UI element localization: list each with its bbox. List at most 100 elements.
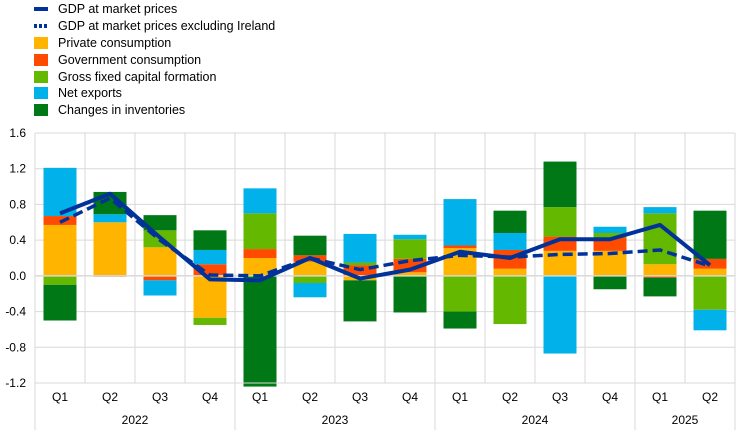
- y-tick-label: -1.2: [5, 376, 26, 390]
- y-tick-label: 1.2: [9, 162, 26, 176]
- legend-label: Changes in inventories: [58, 103, 186, 118]
- x-tick-label: Q4: [402, 390, 418, 404]
- legend-swatch: [34, 70, 48, 83]
- bar-segment: [93, 214, 127, 223]
- bar-segment: [393, 239, 427, 259]
- bar-segment: [293, 283, 327, 298]
- bar-segment: [243, 249, 277, 258]
- bar-segment: [693, 268, 727, 276]
- bar-segment: [593, 226, 627, 233]
- x-tick-label: Q1: [452, 390, 468, 404]
- legend-swatch: [34, 7, 48, 12]
- bar-segment: [393, 275, 427, 313]
- bar-segment: [693, 275, 727, 310]
- bar-segment: [443, 199, 477, 246]
- gdp-line: [59, 191, 712, 283]
- bar-segment: [193, 264, 227, 276]
- bar-segment: [243, 213, 277, 250]
- bar-segment: [193, 275, 227, 318]
- gdp-excl-ireland-line: [59, 196, 711, 278]
- bar-segment: [143, 215, 177, 231]
- legend-item: GDP at market prices excluding Ireland: [34, 18, 275, 35]
- year-label: 2024: [522, 413, 549, 427]
- x-tick-label: Q4: [202, 390, 218, 404]
- y-tick-label: 0.0: [9, 269, 26, 283]
- bar-segment: [43, 275, 77, 285]
- bar-segment: [643, 277, 677, 297]
- bar-segment: [543, 275, 577, 354]
- legend-swatch: [34, 87, 48, 100]
- bar-segment: [493, 233, 527, 250]
- y-tick-label: 0.8: [9, 197, 26, 211]
- legend-swatch: [34, 104, 48, 117]
- bar-segment: [443, 245, 477, 249]
- x-tick-label: Q3: [152, 390, 168, 404]
- x-tick-label: Q2: [702, 390, 718, 404]
- legend-label: Gross fixed capital formation: [58, 69, 217, 84]
- bar-segment: [143, 247, 177, 276]
- bar-segment: [593, 275, 627, 290]
- y-tick-label: 1.6: [9, 126, 26, 140]
- bar-segment: [343, 233, 377, 263]
- year-label: 2022: [122, 413, 149, 427]
- bar-segment: [243, 188, 277, 214]
- legend-swatch: [34, 24, 48, 29]
- legend-item: Gross fixed capital formation: [34, 68, 275, 85]
- x-tick-label: Q1: [652, 390, 668, 404]
- bar-segment: [693, 309, 727, 331]
- bar-segment: [693, 210, 727, 259]
- bar-segment: [293, 275, 327, 283]
- bar-segment: [193, 317, 227, 325]
- bar-segment: [343, 280, 377, 322]
- x-tick-label: Q4: [602, 390, 618, 404]
- x-tick-label: Q1: [52, 390, 68, 404]
- legend-swatch: [34, 53, 48, 66]
- legend-item: Changes in inventories: [34, 102, 275, 119]
- bar-segment: [293, 261, 327, 276]
- bar-segment: [643, 213, 677, 265]
- bar-segment: [543, 161, 577, 208]
- bar-segment: [443, 275, 477, 312]
- year-label: 2023: [322, 413, 349, 427]
- legend-label: GDP at market prices excluding Ireland: [58, 19, 276, 34]
- bar-segment: [93, 222, 127, 276]
- x-tick-label: Q2: [102, 390, 118, 404]
- legend-item: Net exports: [34, 85, 275, 102]
- legend-item: Private consumption: [34, 35, 275, 52]
- legend-item: Government consumption: [34, 51, 275, 68]
- bar-segment: [443, 311, 477, 329]
- y-tick-label: 0.4: [9, 233, 26, 247]
- bar-segment: [143, 275, 177, 281]
- bar-segment: [493, 268, 527, 276]
- bar-segment: [643, 207, 677, 214]
- legend-item: GDP at market prices: [34, 1, 275, 18]
- bar-segment: [143, 280, 177, 296]
- bar-segment: [543, 207, 577, 237]
- bar-segment: [193, 249, 227, 265]
- bar-segment: [493, 210, 527, 233]
- legend: GDP at market prices GDP at market prices…: [34, 1, 275, 119]
- bar-segment: [43, 284, 77, 321]
- legend-label: Net exports: [58, 86, 122, 101]
- x-tick-label: Q3: [552, 390, 568, 404]
- y-tick-label: -0.4: [5, 305, 26, 319]
- y-tick-label: -0.8: [5, 340, 26, 354]
- bar-segment: [493, 275, 527, 325]
- legend-label: Private consumption: [58, 35, 172, 50]
- bar-segment: [393, 234, 427, 240]
- x-tick-label: Q2: [302, 390, 318, 404]
- bar-segment: [243, 275, 277, 387]
- bar-segment: [193, 230, 227, 250]
- x-tick-label: Q2: [502, 390, 518, 404]
- legend-swatch: [34, 36, 48, 49]
- bar-segment: [43, 224, 77, 276]
- legend-label: GDP at market prices: [58, 2, 178, 17]
- bar-segment: [293, 235, 327, 256]
- bar-segment: [393, 272, 427, 276]
- bar-segment: [343, 262, 377, 266]
- x-tick-label: Q3: [352, 390, 368, 404]
- year-label: 2025: [672, 413, 699, 427]
- legend-label: Government consumption: [58, 52, 202, 67]
- bar-segment: [593, 233, 627, 238]
